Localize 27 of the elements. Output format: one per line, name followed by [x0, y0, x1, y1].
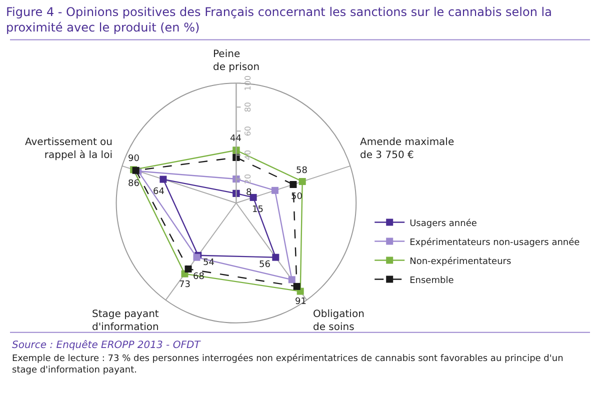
source-note: Source : Enquête EROPP 2013 - OFDT: [12, 340, 202, 351]
legend-label: Ensemble: [410, 276, 454, 286]
legend-label: Non-expérimentateurs: [410, 256, 512, 267]
y-tick-label: 80: [243, 102, 252, 112]
y-tick-label: 100: [243, 75, 252, 91]
data-label: 64: [153, 187, 165, 197]
y-tick-label: 40: [243, 150, 252, 160]
legend-label: Usagers année: [410, 218, 478, 229]
chart-title: Figure 4 - Opinions positives des Français concernant les sanctions sur le cannabis selon la proximité avec le produit (en %): [6, 4, 552, 34]
data-label: 56: [259, 260, 271, 270]
spoke-label: Obligation de soins: [313, 309, 364, 333]
spoke-label: Avertissement ou rappel à la loi: [25, 137, 112, 161]
data-label: 8: [246, 188, 252, 198]
y-tick-label: 20: [243, 174, 252, 184]
spoke-label: Stage payant d'information: [92, 309, 159, 333]
data-label: 44: [230, 134, 242, 144]
spoke-label: Amende maximale de 3 750 €: [360, 137, 454, 161]
legend-label: Expérimentateurs non-usagers année: [410, 236, 580, 248]
data-label: 91: [295, 297, 306, 307]
data-label: 90: [128, 154, 140, 164]
spoke-label: Peine de prison: [213, 49, 260, 73]
text: Exemple de lecture : 73 % des personnes interrogées non expérimentatrices de cannabis sont favorables au principe d'un stage d'information payant.: [12, 353, 564, 376]
y-tick-label: 60: [243, 126, 252, 136]
data-label: 73: [179, 280, 190, 290]
data-label: 58: [296, 166, 308, 176]
data-label: 86: [128, 179, 140, 189]
data-label: 54: [203, 258, 215, 268]
